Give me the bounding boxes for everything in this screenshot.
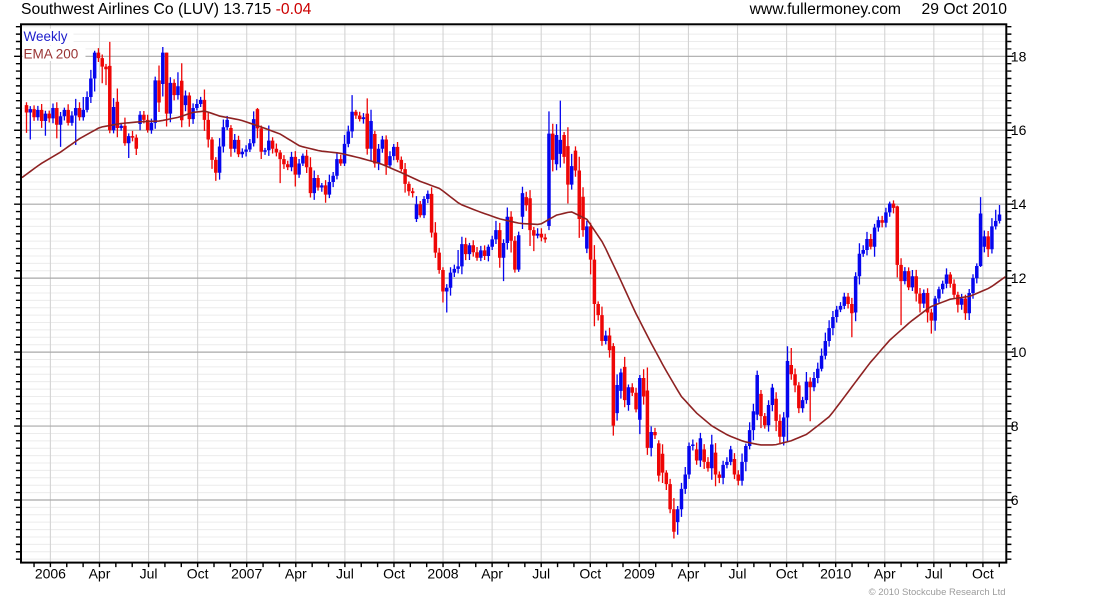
svg-text:6: 6 xyxy=(1011,492,1019,508)
svg-text:Oct: Oct xyxy=(187,566,209,582)
svg-text:8: 8 xyxy=(1011,418,1019,434)
svg-text:Oct: Oct xyxy=(383,566,405,582)
svg-text:EMA 200: EMA 200 xyxy=(24,47,79,62)
svg-text:16: 16 xyxy=(1011,122,1027,138)
svg-text:Jul: Jul xyxy=(140,566,158,582)
svg-text:Jul: Jul xyxy=(729,566,747,582)
svg-text:29 Oct 2010: 29 Oct 2010 xyxy=(922,1,1008,18)
svg-text:12: 12 xyxy=(1011,270,1027,286)
svg-text:Oct: Oct xyxy=(776,566,798,582)
svg-text:Apr: Apr xyxy=(285,566,307,582)
svg-text:14: 14 xyxy=(1011,196,1027,212)
svg-text:Jul: Jul xyxy=(336,566,354,582)
svg-text:2006: 2006 xyxy=(35,566,66,582)
svg-text:Apr: Apr xyxy=(678,566,700,582)
svg-text:© 2010 Stockcube Research Ltd: © 2010 Stockcube Research Ltd xyxy=(869,587,1006,598)
svg-text:2010: 2010 xyxy=(820,566,851,582)
svg-text:Apr: Apr xyxy=(874,566,896,582)
svg-text:2008: 2008 xyxy=(427,566,458,582)
svg-text:10: 10 xyxy=(1011,344,1027,360)
svg-text:2009: 2009 xyxy=(624,566,655,582)
svg-text:Weekly: Weekly xyxy=(24,29,68,44)
svg-text:www.fullermoney.com: www.fullermoney.com xyxy=(749,1,901,18)
svg-text:Apr: Apr xyxy=(481,566,503,582)
svg-text:Oct: Oct xyxy=(579,566,601,582)
svg-text:Oct: Oct xyxy=(972,566,994,582)
svg-text:Jul: Jul xyxy=(925,566,943,582)
svg-text:18: 18 xyxy=(1011,48,1027,64)
svg-text:2007: 2007 xyxy=(231,566,262,582)
svg-text:Jul: Jul xyxy=(532,566,550,582)
svg-text:Apr: Apr xyxy=(89,566,111,582)
svg-text:Southwest Airlines Co (LUV) 13: Southwest Airlines Co (LUV) 13.715 -0.04 xyxy=(21,1,312,18)
